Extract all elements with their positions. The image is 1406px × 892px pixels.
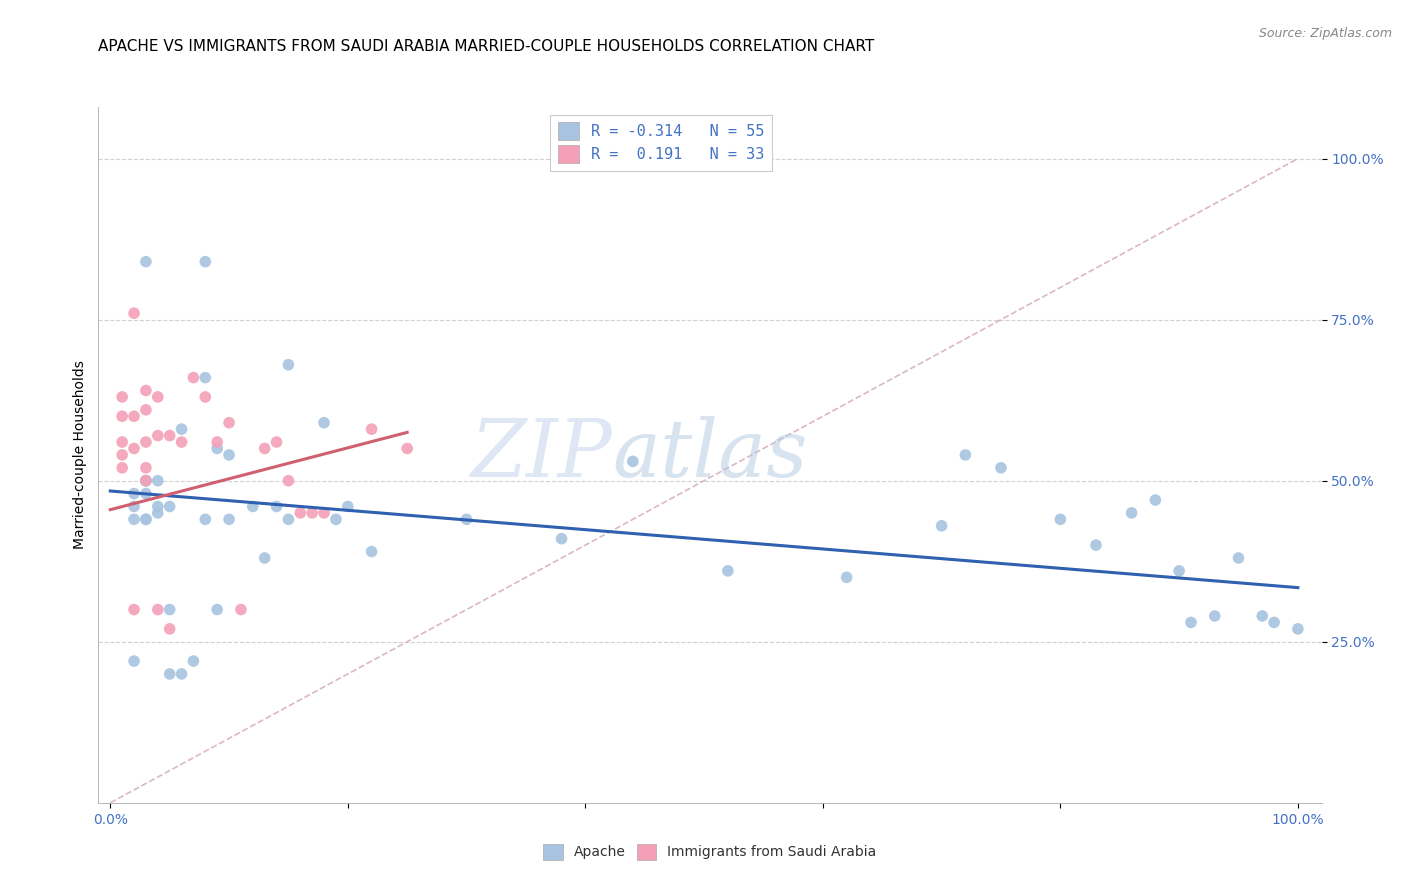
Point <box>205 442 228 456</box>
Point <box>146 602 169 616</box>
Point <box>336 500 359 514</box>
Point <box>159 622 181 636</box>
Point <box>122 409 145 424</box>
Point <box>122 654 145 668</box>
Point <box>931 518 953 533</box>
Text: ZIP: ZIP <box>471 417 612 493</box>
Point <box>122 306 145 320</box>
Point <box>990 460 1012 475</box>
Point <box>111 448 134 462</box>
Point <box>194 370 217 384</box>
Point <box>1168 564 1191 578</box>
Point <box>146 474 169 488</box>
Point <box>266 435 288 450</box>
Point <box>360 544 382 558</box>
Point <box>242 500 264 514</box>
Point <box>111 390 134 404</box>
Point <box>835 570 858 584</box>
Point <box>135 474 157 488</box>
Point <box>277 512 299 526</box>
Point <box>312 416 335 430</box>
Point <box>1251 609 1274 624</box>
Point <box>135 512 157 526</box>
Point <box>122 500 145 514</box>
Point <box>194 390 217 404</box>
Point <box>146 506 169 520</box>
Point <box>135 384 157 398</box>
Point <box>253 551 276 566</box>
Point <box>301 506 323 520</box>
Point <box>146 390 169 404</box>
Point <box>111 409 134 424</box>
Point <box>183 654 205 668</box>
Point <box>621 454 644 468</box>
Point <box>1263 615 1285 630</box>
Point <box>135 435 157 450</box>
Point <box>135 474 157 488</box>
Point <box>170 422 193 436</box>
Legend: Apache, Immigrants from Saudi Arabia: Apache, Immigrants from Saudi Arabia <box>538 838 882 865</box>
Point <box>277 474 299 488</box>
Point <box>550 532 572 546</box>
Y-axis label: Married-couple Households: Married-couple Households <box>73 360 87 549</box>
Point <box>159 667 181 681</box>
Point <box>325 512 347 526</box>
Point <box>146 428 169 442</box>
Point <box>229 602 252 616</box>
Point <box>396 442 419 456</box>
Point <box>717 564 740 578</box>
Point <box>194 512 217 526</box>
Point <box>1204 609 1226 624</box>
Point <box>122 486 145 500</box>
Point <box>122 602 145 616</box>
Point <box>135 474 157 488</box>
Point <box>111 435 134 450</box>
Point <box>1049 512 1071 526</box>
Point <box>312 506 335 520</box>
Point <box>277 358 299 372</box>
Text: APACHE VS IMMIGRANTS FROM SAUDI ARABIA MARRIED-COUPLE HOUSEHOLDS CORRELATION CHA: APACHE VS IMMIGRANTS FROM SAUDI ARABIA M… <box>98 38 875 54</box>
Text: atlas: atlas <box>612 417 807 493</box>
Point <box>111 460 134 475</box>
Point <box>135 474 157 488</box>
Point <box>1121 506 1143 520</box>
Point <box>122 512 145 526</box>
Point <box>955 448 977 462</box>
Point <box>1144 493 1167 508</box>
Point <box>266 500 288 514</box>
Point <box>135 512 157 526</box>
Point <box>1180 615 1202 630</box>
Point <box>135 402 157 417</box>
Text: Source: ZipAtlas.com: Source: ZipAtlas.com <box>1258 27 1392 40</box>
Point <box>218 512 240 526</box>
Point <box>135 460 157 475</box>
Point <box>194 254 217 268</box>
Point <box>146 500 169 514</box>
Point <box>135 254 157 268</box>
Point <box>253 442 276 456</box>
Point <box>122 442 145 456</box>
Point <box>183 370 205 384</box>
Point <box>1227 551 1250 566</box>
Point <box>135 486 157 500</box>
Point <box>360 422 382 436</box>
Point <box>218 416 240 430</box>
Point <box>218 448 240 462</box>
Point <box>205 435 228 450</box>
Point <box>205 602 228 616</box>
Point <box>1085 538 1108 552</box>
Point <box>170 435 193 450</box>
Point <box>1286 622 1309 636</box>
Point <box>159 602 181 616</box>
Point <box>159 428 181 442</box>
Point <box>170 667 193 681</box>
Point <box>159 500 181 514</box>
Point <box>456 512 478 526</box>
Point <box>290 506 312 520</box>
